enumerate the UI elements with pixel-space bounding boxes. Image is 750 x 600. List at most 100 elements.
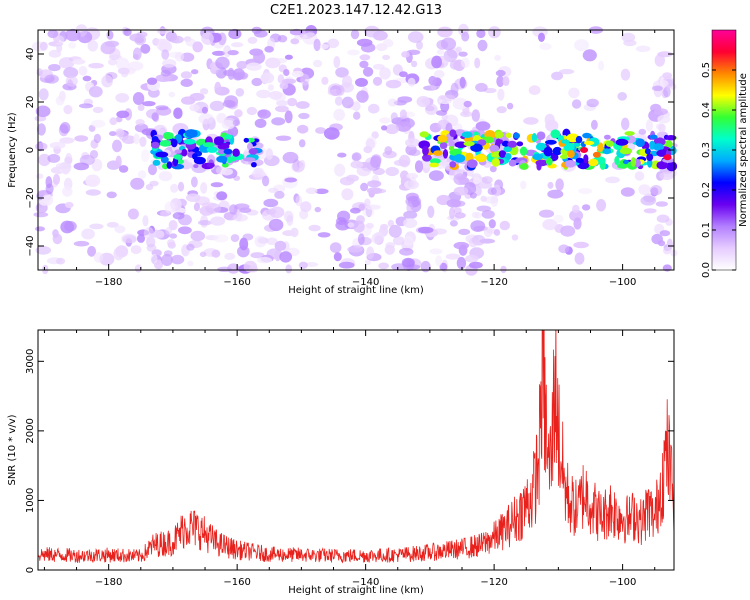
heatmap-noise-cell	[87, 245, 97, 257]
heatmap-noise-cell	[465, 254, 479, 263]
heatmap-signal-cell	[170, 138, 178, 148]
heatmap-noise-cell	[92, 106, 104, 114]
heatmap-noise-cell	[378, 262, 389, 270]
heatmap-noise-cell	[313, 38, 321, 52]
heatmap-noise-cell	[429, 248, 443, 255]
heatmap-noise-cell	[634, 171, 645, 181]
heatmap-noise-cell	[399, 247, 414, 256]
heatmap-noise-cell	[450, 82, 459, 95]
heatmap-noise-cell	[253, 167, 264, 174]
heatmap-noise-cell	[574, 252, 585, 265]
heatmap-noise-cell	[367, 180, 382, 188]
heatmap-noise-cell	[338, 261, 355, 269]
heatmap-noise-cell	[474, 211, 482, 219]
heatmap-noise-cell	[335, 67, 349, 78]
heatmap-noise-cell	[319, 43, 329, 50]
heatmap-noise-cell	[406, 173, 419, 179]
heatmap-signal-cell	[604, 134, 611, 140]
heatmap-signal-cell	[495, 131, 504, 139]
snr-x-label: Height of straight line (km)	[288, 585, 424, 596]
heatmap-x-label: Height of straight line (km)	[288, 285, 424, 296]
heatmap-noise-cell	[228, 28, 242, 40]
heatmap-noise-cell	[254, 235, 267, 248]
heatmap-noise-cell	[458, 228, 471, 236]
heatmap-signal-cell	[602, 148, 612, 155]
heatmap-noise-cell	[63, 67, 79, 79]
heatmap-noise-cell	[417, 226, 434, 234]
heatmap-noise-cell	[198, 113, 214, 125]
heatmap-noise-cell	[617, 92, 627, 101]
heatmap-noise-cell	[474, 186, 482, 196]
heatmap-signal-cell	[622, 159, 630, 165]
heatmap-noise-cell	[476, 29, 486, 39]
heatmap-noise-cell	[572, 204, 580, 214]
colorbar-tick-label: 0.5	[701, 62, 712, 78]
heatmap-signal-cell	[619, 147, 633, 155]
heatmap-noise-cell	[379, 117, 391, 124]
heatmap-noise-cell	[106, 30, 114, 40]
heatmap-noise-cell	[257, 256, 272, 264]
heatmap-noise-cell	[555, 178, 564, 191]
heatmap-noise-cell	[406, 49, 421, 55]
heatmap-noise-cell	[180, 71, 193, 79]
heatmap-signal-cell	[552, 146, 562, 156]
heatmap-noise-cell	[38, 88, 49, 101]
heatmap-noise-cell	[232, 119, 241, 127]
heatmap-noise-cell	[341, 96, 354, 109]
heatmap-noise-cell	[355, 77, 368, 87]
heatmap-y-tick-label: 0	[25, 147, 36, 153]
heatmap-noise-cell	[568, 87, 580, 99]
heatmap-noise-cell	[275, 105, 289, 113]
heatmap-noise-cell	[431, 55, 442, 69]
heatmap-signal-cell	[419, 131, 429, 138]
heatmap-noise-cell	[424, 103, 438, 115]
heatmap-noise-cell	[132, 54, 139, 60]
heatmap-noise-cell	[489, 165, 497, 173]
heatmap-signal-cell	[192, 153, 198, 160]
heatmap-x-tick-label: −140	[352, 277, 379, 288]
heatmap-noise-cell	[58, 57, 75, 69]
heatmap-noise-cell	[551, 71, 564, 81]
snr-plot-area	[38, 330, 674, 570]
heatmap-noise-cell	[99, 252, 115, 266]
heatmap-noise-cell	[44, 74, 59, 84]
heatmap-signal-cell	[474, 155, 485, 161]
heatmap-noise-cell	[416, 96, 431, 108]
heatmap-noise-cell	[118, 165, 129, 173]
heatmap-signal-cell	[635, 138, 645, 147]
heatmap-noise-cell	[433, 70, 445, 79]
heatmap-signal-cell	[513, 132, 520, 139]
heatmap-noise-cell	[298, 261, 308, 269]
heatmap-noise-cell	[314, 188, 329, 195]
heatmap-noise-cell	[284, 177, 298, 183]
heatmap-noise-cell	[384, 146, 393, 156]
heatmap-signal-cell	[531, 133, 538, 143]
heatmap-blobs	[32, 23, 678, 276]
heatmap-noise-cell	[264, 46, 274, 53]
heatmap-noise-cell	[142, 101, 156, 107]
heatmap-noise-cell	[480, 195, 487, 202]
heatmap-noise-cell	[192, 41, 203, 53]
heatmap-noise-cell	[432, 228, 447, 235]
heatmap-noise-cell	[469, 192, 477, 199]
heatmap-noise-cell	[150, 253, 158, 264]
heatmap-signal-cell	[218, 149, 225, 155]
heatmap-noise-cell	[438, 159, 449, 166]
heatmap-noise-cell	[659, 171, 675, 181]
heatmap-noise-cell	[59, 137, 75, 144]
heatmap-noise-cell	[193, 202, 200, 212]
heatmap-noise-cell	[33, 212, 49, 218]
heatmap-signal-cell	[224, 134, 233, 140]
heatmap-noise-cell	[237, 245, 250, 258]
heatmap-noise-cell	[85, 189, 101, 196]
heatmap-signal-cell	[466, 159, 478, 169]
heatmap-noise-cell	[178, 226, 192, 235]
heatmap-signal-cell	[193, 164, 199, 169]
heatmap-noise-cell	[106, 221, 119, 228]
heatmap-noise-cell	[214, 81, 222, 95]
heatmap-signal-cell	[448, 146, 455, 151]
heatmap-noise-cell	[336, 85, 345, 96]
heatmap-signal-cell	[665, 135, 677, 141]
heatmap-noise-cell	[365, 222, 374, 229]
heatmap-noise-cell	[116, 110, 130, 119]
